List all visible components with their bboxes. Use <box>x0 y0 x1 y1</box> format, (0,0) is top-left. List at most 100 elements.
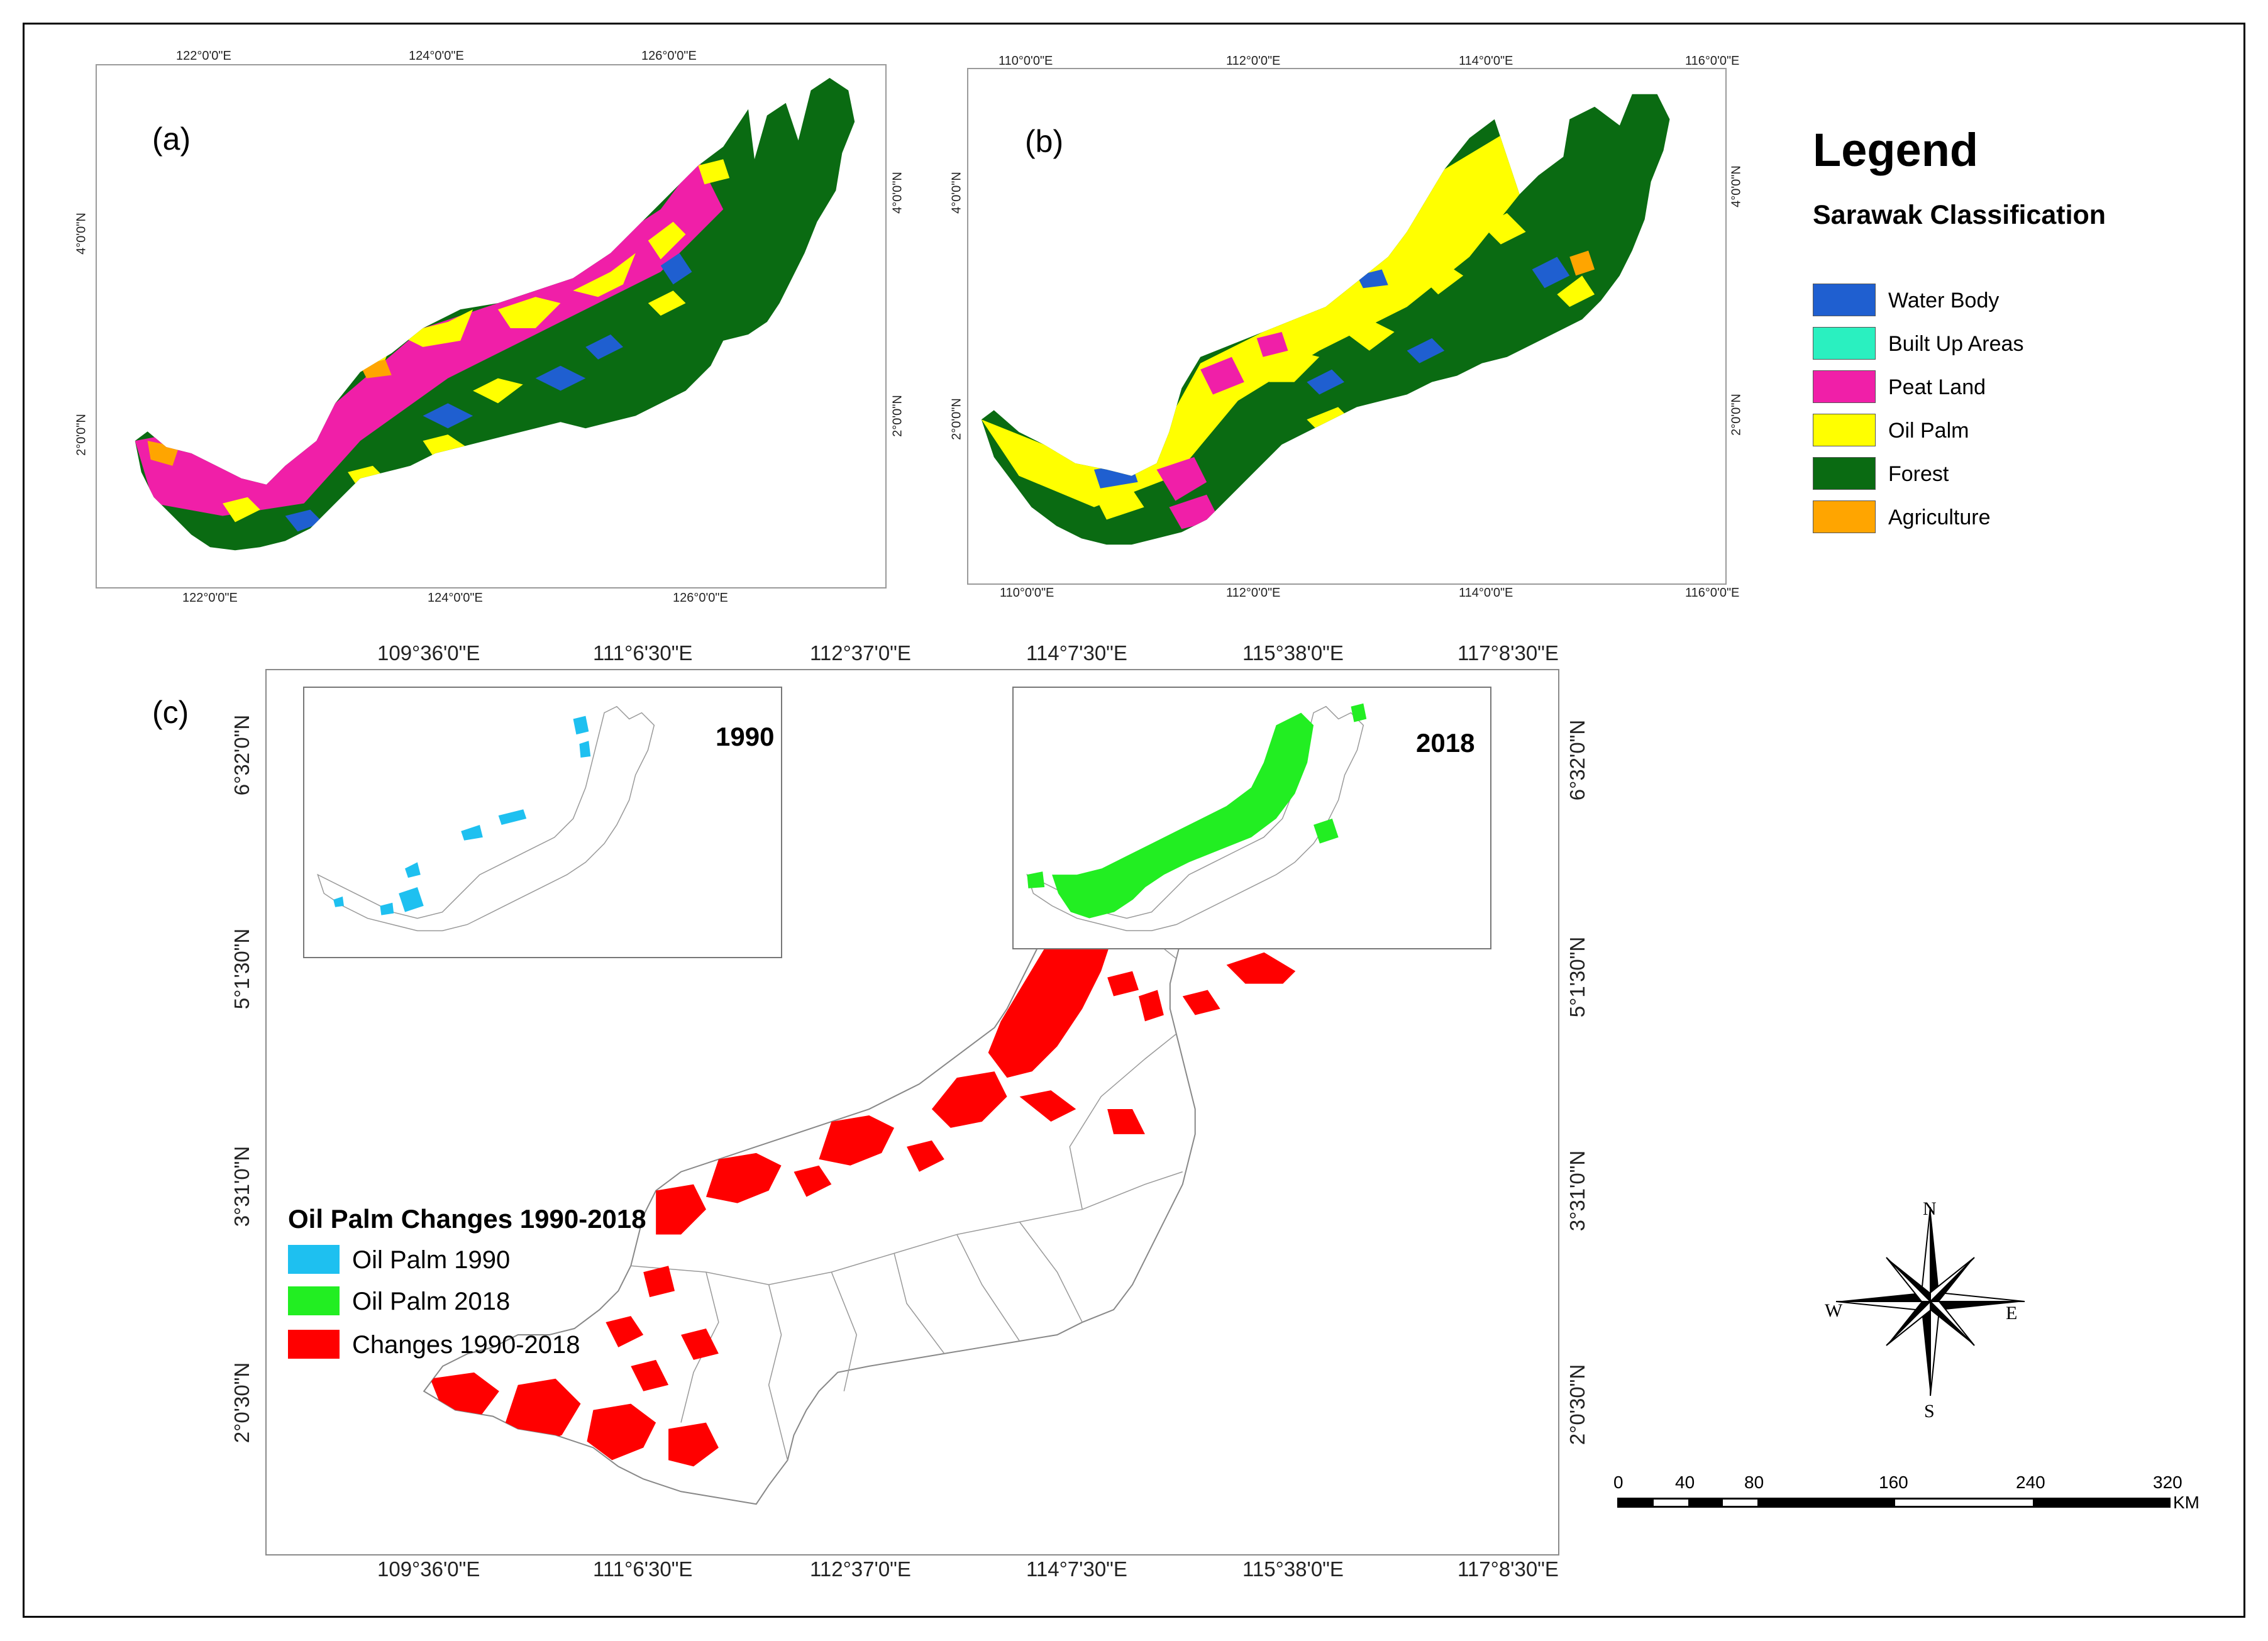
panel-a-bottom-tick: 126°0'0"E <box>673 591 728 605</box>
legend-swatch <box>288 1245 340 1274</box>
panel-b-left-tick: 4°0'0"N <box>949 172 964 214</box>
panel-c-bottom-tick: 109°36'0"E <box>377 1557 480 1581</box>
map-panel-a <box>96 64 887 588</box>
panel-b-left-tick: 2°0'0"N <box>949 398 964 440</box>
panel-c-top-tick: 115°38'0"E <box>1242 641 1344 665</box>
panel-a-bottom-tick: 122°0'0"E <box>182 591 238 605</box>
panel-a-top-tick: 124°0'0"E <box>409 49 464 63</box>
panel-c-top-tick: 109°36'0"E <box>377 641 480 665</box>
legend-label: Changes 1990-2018 <box>352 1331 580 1359</box>
legend-label: Built Up Areas <box>1888 332 2024 356</box>
panel-c-top-tick: 111°6'30"E <box>593 641 693 665</box>
legend-swatch <box>1813 457 1876 490</box>
inset-map-1990 <box>303 687 782 958</box>
legend-label: Oil Palm 2018 <box>352 1288 511 1315</box>
legend-label: Peat Land <box>1888 375 1986 399</box>
panel-c-bottom-tick: 111°6'30"E <box>593 1557 693 1581</box>
scale-segment <box>1688 1500 1723 1506</box>
compass-rose-icon <box>1835 1207 2025 1396</box>
legend-swatch <box>1813 284 1876 316</box>
figure-frame <box>23 23 2245 1618</box>
scale-label: 40 <box>1675 1472 1695 1492</box>
panel-b-top-tick: 116°0'0"E <box>1685 54 1740 68</box>
panel-a-top-tick: 126°0'0"E <box>641 49 697 63</box>
legend-swatch <box>1813 327 1876 360</box>
panel-a-right-tick: 4°0'0"N <box>890 172 905 214</box>
legend-label: Oil Palm 1990 <box>352 1246 511 1274</box>
panel-b-bottom-tick: 116°0'0"E <box>1685 586 1740 600</box>
legend-item-water-body: Water Body <box>1813 284 2190 316</box>
sarawak-classification-map-2018 <box>981 94 1670 545</box>
panel-c-right-tick: 2°0'30"N <box>1566 1364 1589 1445</box>
panel-b-bottom-tick: 114°0'0"E <box>1459 586 1513 600</box>
scale-segment <box>1619 1500 1654 1506</box>
panel-c-label: (c) <box>152 695 189 730</box>
panel-c-bottom-tick: 112°37'0"E <box>810 1557 911 1581</box>
oil-palm-2018-inset <box>1026 703 1367 932</box>
panel-c-top-tick: 114°7'30"E <box>1026 641 1127 665</box>
scale-unit: KM <box>2173 1493 2199 1512</box>
panel-c-bottom-tick: 115°38'0"E <box>1242 1557 1344 1581</box>
sarawak-classification-map-1990 <box>135 77 855 551</box>
panel-b-right-tick: 4°0'0"N <box>1729 165 1744 207</box>
oil-palm-legend-item-2018: Oil Palm 2018 <box>288 1286 665 1317</box>
panel-c-bottom-tick: 117°8'30"E <box>1458 1557 1559 1581</box>
inset-map-2018 <box>1012 687 1491 949</box>
panel-c-right-tick: 3°31'0"N <box>1566 1150 1589 1232</box>
panel-b-label: (b) <box>1025 124 1064 159</box>
scale-label: 80 <box>1744 1472 1764 1492</box>
legend-item-forest: Forest <box>1813 457 2190 490</box>
scale-segment <box>2033 1500 2170 1506</box>
panel-c-top-tick: 117°8'30"E <box>1458 641 1559 665</box>
scale-label: 0 <box>1613 1472 1624 1492</box>
panel-c-left-tick: 2°0'30"N <box>230 1362 253 1444</box>
inset-2018-label: 2018 <box>1416 728 1475 758</box>
panel-a-left-tick: 4°0'0"N <box>74 213 89 255</box>
legend-swatch <box>288 1286 340 1315</box>
legend-item-oil-palm: Oil Palm <box>1813 414 2190 446</box>
legend-label: Agriculture <box>1888 506 1991 529</box>
panel-a-label: (a) <box>152 121 191 157</box>
legend-item-agriculture: Agriculture <box>1813 500 2190 533</box>
panel-b-top-tick: 114°0'0"E <box>1459 54 1513 68</box>
legend-title: Legend <box>1813 124 1979 176</box>
panel-c-bottom-tick: 114°7'30"E <box>1026 1557 1127 1581</box>
panel-b-bottom-tick: 112°0'0"E <box>1226 586 1281 600</box>
oil-palm-1990-inset <box>317 705 655 932</box>
oil-palm-legend-title: Oil Palm Changes 1990-2018 <box>288 1204 646 1234</box>
legend-item-peat-land: Peat Land <box>1813 370 2190 403</box>
panel-a-top-tick: 122°0'0"E <box>176 49 231 63</box>
legend-subtitle: Sarawak Classification <box>1813 200 2106 230</box>
legend-label: Water Body <box>1888 289 2000 312</box>
oil-palm-legend-item-changes: Changes 1990-2018 <box>288 1330 665 1360</box>
panel-a-bottom-tick: 124°0'0"E <box>428 591 483 605</box>
compass-west-label: W <box>1825 1300 1843 1321</box>
legend-swatch <box>1813 414 1876 446</box>
panel-a-left-tick: 2°0'0"N <box>74 414 89 456</box>
legend-swatch <box>1813 370 1876 403</box>
panel-c-left-tick: 6°32'0"N <box>230 714 253 796</box>
inset-1990-label: 1990 <box>716 722 775 751</box>
panel-c-top-tick: 112°37'0"E <box>810 641 911 665</box>
panel-b-right-tick: 2°0'0"N <box>1729 394 1744 436</box>
panel-b-bottom-tick: 110°0'0"E <box>1000 586 1054 600</box>
map-panel-b <box>967 68 1727 585</box>
compass-north-label: N <box>1923 1198 1937 1219</box>
compass-east-label: E <box>2006 1303 2018 1323</box>
legend-label: Forest <box>1888 462 1949 486</box>
legend-swatch <box>288 1330 340 1359</box>
scale-bar <box>1617 1498 2171 1508</box>
oil-palm-legend-item-1990: Oil Palm 1990 <box>288 1245 665 1275</box>
panel-a-right-tick: 2°0'0"N <box>890 395 905 437</box>
legend-swatch <box>1813 500 1876 533</box>
panel-c-right-tick: 5°1'30"N <box>1566 936 1589 1018</box>
panel-b-top-tick: 110°0'0"E <box>998 54 1053 68</box>
scale-label: 320 <box>2153 1472 2182 1492</box>
scale-label: 160 <box>1879 1472 1908 1492</box>
panel-b-top-tick: 112°0'0"E <box>1226 54 1281 68</box>
compass-south-label: S <box>1924 1401 1935 1422</box>
scale-segment <box>1757 1500 1895 1506</box>
panel-c-right-tick: 6°32'0"N <box>1566 719 1589 801</box>
panel-c-left-tick: 5°1'30"N <box>230 928 253 1010</box>
legend-item-built-up: Built Up Areas <box>1813 327 2190 360</box>
